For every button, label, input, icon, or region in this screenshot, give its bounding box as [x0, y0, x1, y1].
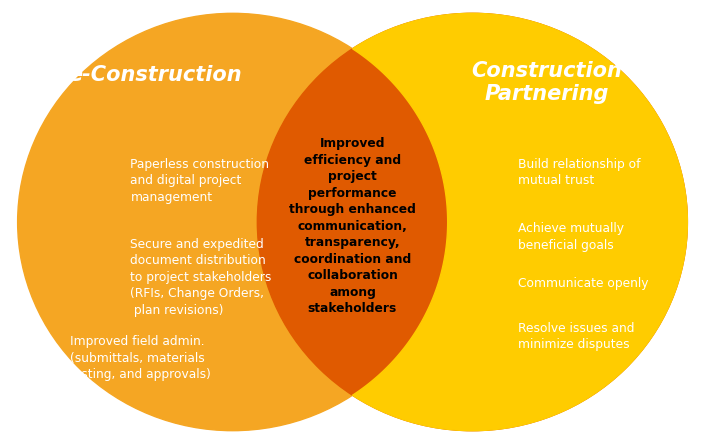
- Text: Improved
efficiency and
project
performance
through enhanced
communication,
tran: Improved efficiency and project performa…: [289, 138, 416, 315]
- Ellipse shape: [18, 13, 448, 431]
- Text: Secure and expedited
document distribution
to project stakeholders
(RFIs, Change: Secure and expedited document distributi…: [130, 238, 272, 317]
- Ellipse shape: [257, 13, 687, 431]
- Text: Achieve mutually
beneficial goals: Achieve mutually beneficial goals: [518, 222, 624, 251]
- Polygon shape: [352, 13, 687, 431]
- Text: Resolve issues and
minimize disputes: Resolve issues and minimize disputes: [518, 322, 634, 351]
- Text: Build relationship of
mutual trust: Build relationship of mutual trust: [518, 158, 641, 187]
- Text: Construction
Partnering: Construction Partnering: [471, 60, 622, 104]
- Text: Paperless construction
and digital project
management: Paperless construction and digital proje…: [130, 158, 269, 204]
- Text: e-Construction: e-Construction: [68, 65, 242, 86]
- Text: Communicate openly: Communicate openly: [518, 278, 649, 290]
- Text: Improved field admin.
(submittals, materials
 testing, and approvals): Improved field admin. (submittals, mater…: [65, 335, 210, 381]
